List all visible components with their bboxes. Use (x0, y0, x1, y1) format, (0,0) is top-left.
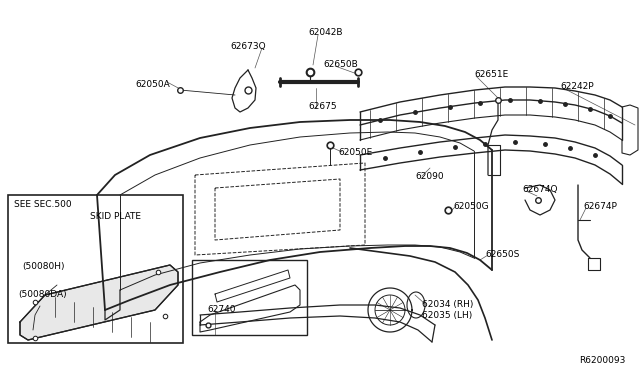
Text: 62090: 62090 (415, 172, 444, 181)
Text: 62651E: 62651E (474, 70, 508, 79)
Text: 62674P: 62674P (583, 202, 617, 211)
Text: 62673Q: 62673Q (230, 42, 266, 51)
Bar (192, 260, 307, 335)
Text: 62050G: 62050G (453, 202, 488, 211)
Text: SKID PLATE: SKID PLATE (90, 212, 141, 221)
Text: 62034 (RH): 62034 (RH) (422, 300, 474, 309)
Text: 62035 (LH): 62035 (LH) (422, 311, 472, 320)
Text: 62740: 62740 (207, 305, 236, 314)
Text: (50080DA): (50080DA) (18, 290, 67, 299)
Text: 62675: 62675 (308, 102, 337, 111)
Text: 62042B: 62042B (308, 28, 342, 37)
Text: 62650B: 62650B (323, 60, 358, 69)
Text: 62050E: 62050E (338, 148, 372, 157)
Text: SEE SEC.500: SEE SEC.500 (14, 200, 72, 209)
Text: R6200093: R6200093 (579, 356, 625, 365)
Polygon shape (20, 265, 178, 340)
Text: 62674Q: 62674Q (522, 185, 557, 194)
Text: (50080H): (50080H) (22, 262, 65, 271)
Text: 62050A: 62050A (135, 80, 170, 89)
Text: 62242P: 62242P (560, 82, 594, 91)
Text: 62650S: 62650S (485, 250, 520, 259)
Bar (8, 195, 183, 343)
